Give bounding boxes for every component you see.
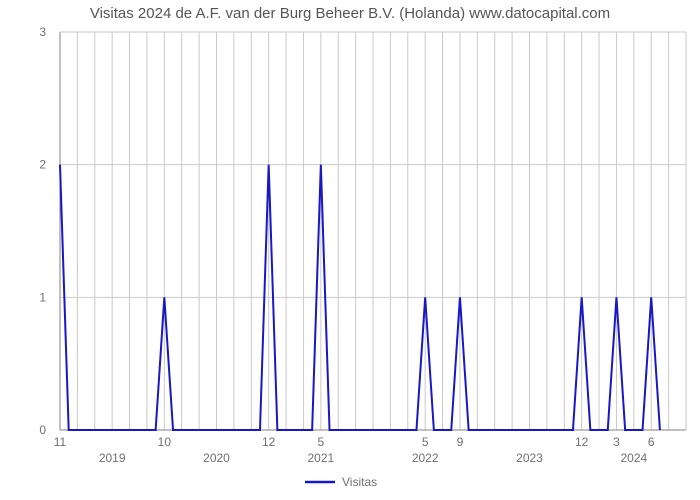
x-point-label: 5 (317, 435, 324, 449)
x-point-label: 5 (422, 435, 429, 449)
x-year-label: 2021 (307, 451, 334, 465)
y-tick-label: 3 (39, 25, 46, 39)
x-point-label: 3 (613, 435, 620, 449)
x-year-label: 2020 (203, 451, 230, 465)
visits-line-chart: Visitas 2024 de A.F. van der Burg Beheer… (0, 0, 700, 500)
y-tick-label: 1 (39, 290, 46, 304)
x-year-label: 2024 (620, 451, 647, 465)
x-year-label: 2022 (412, 451, 439, 465)
x-point-label: 12 (575, 435, 589, 449)
legend-label: Visitas (342, 475, 377, 489)
x-year-label: 2023 (516, 451, 543, 465)
y-tick-label: 0 (39, 423, 46, 437)
x-point-label: 12 (262, 435, 276, 449)
x-point-label: 10 (158, 435, 172, 449)
chart-title: Visitas 2024 de A.F. van der Burg Beheer… (90, 5, 610, 22)
y-tick-label: 2 (39, 158, 46, 172)
x-point-label: 11 (54, 435, 67, 449)
x-point-label: 6 (648, 435, 655, 449)
x-year-label: 2019 (99, 451, 126, 465)
x-point-label: 9 (457, 435, 464, 449)
